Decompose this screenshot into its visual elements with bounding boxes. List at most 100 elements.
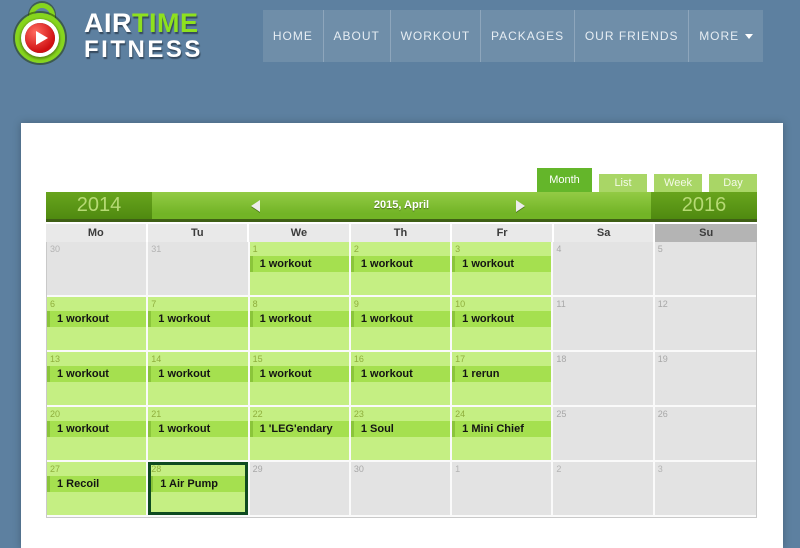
day-cell-28[interactable]: 28 1 Air Pump [148, 462, 250, 517]
weekday-header-row: Mo Tu We Th Fr Sa Su [46, 224, 757, 242]
kettlebell-play-icon [10, 2, 74, 70]
event-1-workout[interactable]: 1 workout [249, 311, 349, 327]
day-cell-24[interactable]: 24 1 Mini Chief [452, 407, 554, 462]
day-number: 22 [252, 409, 263, 419]
day-cell-22[interactable]: 22 1 'LEG'endary [249, 407, 351, 462]
current-month-label: 2015, April [373, 199, 430, 211]
tab-week[interactable]: Week [654, 174, 702, 192]
event-1-mini-chief[interactable]: 1 Mini Chief [452, 421, 552, 437]
day-cell-20[interactable]: 20 1 workout [47, 407, 149, 462]
nav-item-workout[interactable]: WORKOUT [391, 10, 482, 62]
event-1-workout[interactable]: 1 workout [47, 366, 147, 382]
day-cell-18[interactable]: 18 [553, 352, 655, 407]
day-cell-1[interactable]: 1 [452, 462, 554, 517]
event-1-workout[interactable]: 1 workout [452, 311, 552, 327]
event-1-rerun[interactable]: 1 rerun [452, 366, 552, 382]
nav-item-about[interactable]: ABOUT [324, 10, 391, 62]
day-number: 25 [556, 409, 567, 419]
day-number: 1 [455, 464, 461, 474]
event-1-soul[interactable]: 1 Soul [350, 421, 451, 437]
day-number: 11 [556, 299, 566, 309]
day-cell-6[interactable]: 6 1 workout [47, 297, 149, 352]
play-icon [25, 23, 55, 53]
day-cell-1[interactable]: 1 1 workout [249, 242, 351, 297]
day-cell-4[interactable]: 4 [553, 242, 655, 297]
day-cell-10[interactable]: 10 1 workout [452, 297, 554, 352]
day-cell-27[interactable]: 27 1 Recoil [47, 462, 149, 517]
day-cell-17[interactable]: 17 1 rerun [452, 352, 554, 407]
day-cell-3[interactable]: 3 1 workout [452, 242, 554, 297]
event-1-workout[interactable]: 1 workout [452, 256, 552, 272]
day-cell-16[interactable]: 16 1 workout [350, 352, 453, 407]
event-1-leg-endary[interactable]: 1 'LEG'endary [249, 421, 349, 437]
day-cell-30[interactable]: 30 [47, 242, 149, 297]
day-number: 29 [252, 464, 263, 474]
day-cell-26[interactable]: 26 [654, 407, 756, 462]
calendar: Month List Week Day 2014 2015, April 2016 M… [46, 168, 757, 518]
day-number: 12 [657, 299, 668, 309]
day-cell-31[interactable]: 31 [148, 242, 250, 297]
event-1-workout[interactable]: 1 workout [148, 366, 248, 382]
day-cell-5[interactable]: 5 [654, 242, 756, 297]
day-cell-30[interactable]: 30 [350, 462, 453, 517]
event-1-workout[interactable]: 1 workout [350, 311, 451, 327]
weekday-tu: Tu [147, 224, 250, 242]
event-1-workout[interactable]: 1 workout [249, 256, 349, 272]
tab-month[interactable]: Month [537, 168, 592, 192]
weekday-mo: Mo [46, 224, 148, 242]
day-cell-23[interactable]: 23 1 Soul [350, 407, 453, 462]
day-number: 2 [353, 244, 359, 254]
calendar-view-tabs: Month List Week Day [46, 168, 757, 192]
day-cell-11[interactable]: 11 [553, 297, 655, 352]
day-cell-12[interactable]: 12 [654, 297, 756, 352]
day-cell-7[interactable]: 7 1 workout [148, 297, 250, 352]
day-number: 26 [657, 409, 668, 419]
day-cell-21[interactable]: 21 1 workout [148, 407, 250, 462]
tab-list[interactable]: List [599, 174, 647, 192]
content-panel: Month List Week Day 2014 2015, April 2016 M… [21, 123, 783, 548]
calendar-year-bar: 2014 2015, April 2016 [46, 192, 757, 222]
event-1-workout[interactable]: 1 workout [47, 421, 147, 437]
logo-handle [29, 3, 55, 18]
tab-day[interactable]: Day [709, 174, 757, 192]
day-number: 14 [151, 354, 162, 364]
day-cell-8[interactable]: 8 1 workout [249, 297, 351, 352]
brand-line2: FITNESS [84, 36, 203, 63]
day-cell-3[interactable]: 3 [654, 462, 756, 517]
prev-year-button[interactable]: 2014 [46, 192, 152, 219]
event-1-workout[interactable]: 1 workout [350, 366, 451, 382]
event-1-workout[interactable]: 1 workout [249, 366, 349, 382]
day-number: 10 [455, 299, 466, 309]
event-1-workout[interactable]: 1 workout [47, 311, 147, 327]
day-cell-15[interactable]: 15 1 workout [249, 352, 351, 407]
nav-item-home[interactable]: HOME [263, 10, 324, 62]
event-1-workout[interactable]: 1 workout [350, 256, 451, 272]
day-cell-2[interactable]: 2 [553, 462, 655, 517]
next-year-button[interactable]: 2016 [651, 192, 757, 219]
brand-air: AIR [84, 8, 132, 38]
nav-item-packages[interactable]: PACKAGES [481, 10, 575, 62]
event-1-air-pump[interactable]: 1 Air Pump [151, 476, 245, 492]
nav-item-our-friends[interactable]: OUR FRIENDS [575, 10, 690, 62]
day-cell-25[interactable]: 25 [553, 407, 655, 462]
event-1-workout[interactable]: 1 workout [148, 311, 248, 327]
day-number: 7 [151, 299, 157, 309]
day-cell-29[interactable]: 29 [249, 462, 351, 517]
day-number: 20 [50, 409, 61, 419]
event-1-workout[interactable]: 1 workout [148, 421, 248, 437]
day-cell-13[interactable]: 13 1 workout [47, 352, 149, 407]
event-1-recoil[interactable]: 1 Recoil [47, 476, 147, 492]
next-month-arrow-icon[interactable] [516, 200, 525, 212]
chevron-down-icon [745, 33, 754, 39]
prev-month-arrow-icon[interactable] [251, 200, 260, 212]
nav-item-more[interactable]: MORE [689, 10, 763, 62]
site-logo[interactable]: AIRTIME FITNESS [10, 2, 203, 70]
day-cell-2[interactable]: 2 1 workout [350, 242, 453, 297]
day-number: 30 [50, 244, 61, 254]
day-cell-14[interactable]: 14 1 workout [148, 352, 250, 407]
day-cell-19[interactable]: 19 [654, 352, 756, 407]
day-number: 6 [50, 299, 56, 309]
day-number: 9 [353, 299, 359, 309]
day-cell-9[interactable]: 9 1 workout [350, 297, 453, 352]
